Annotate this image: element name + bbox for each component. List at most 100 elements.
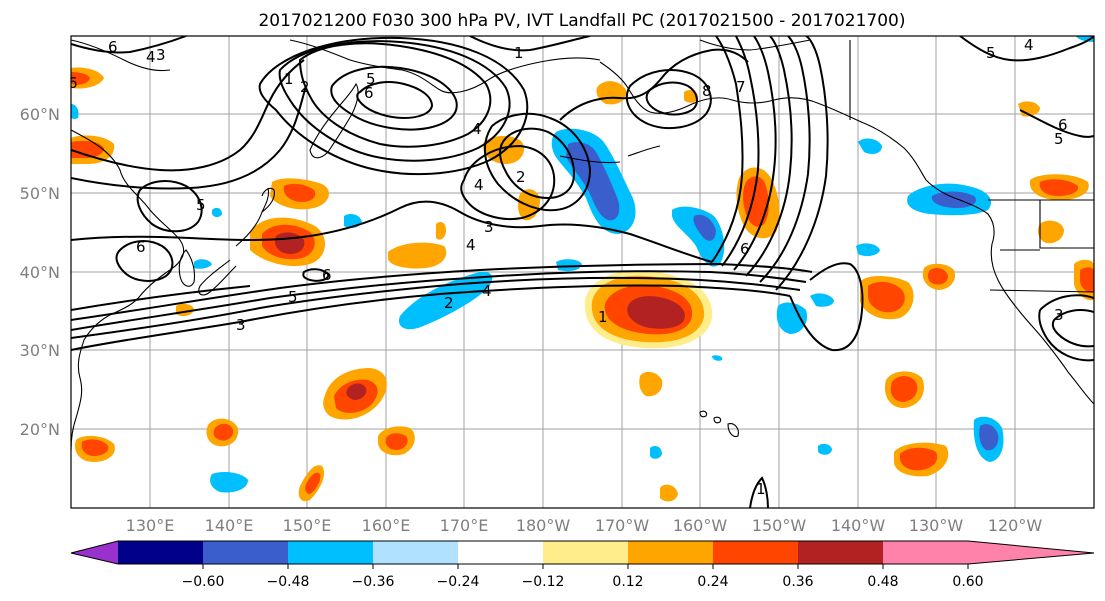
lat-label: 40°N xyxy=(20,263,60,282)
contour-label: 4 xyxy=(474,176,484,194)
contour-label: 6 xyxy=(108,38,118,56)
contour-ne-top-2 xyxy=(1019,109,1094,138)
contour-alaska-low-2 xyxy=(645,81,698,116)
map-frame xyxy=(70,35,1095,509)
contour-ridge-6 xyxy=(775,36,829,291)
colorbar-extend-high xyxy=(968,541,1094,564)
coast-aleutians xyxy=(559,145,661,164)
colorbar-label: 0.36 xyxy=(782,574,813,590)
contour-jet-entry xyxy=(71,285,251,311)
lon-labels: 130°E 140°E 150°E 160°E 170°E 180°W 170°… xyxy=(126,516,1043,535)
contour-label: 8 xyxy=(702,82,712,100)
colorbar-label: 0.48 xyxy=(867,574,898,590)
contour-label: 6 xyxy=(136,238,146,256)
coast-korea xyxy=(178,249,196,287)
contour-label: 5 xyxy=(986,44,996,62)
lon-label: 120°W xyxy=(988,516,1043,535)
contour-ridge-2 xyxy=(721,36,760,267)
contour-label: 4 xyxy=(1024,36,1034,54)
contour-aleut-low xyxy=(483,112,592,212)
contour-label: 5 xyxy=(288,288,298,306)
contour-low-bering-3 xyxy=(258,36,529,176)
contour-label: 4 xyxy=(472,120,482,138)
lon-label: 170°W xyxy=(595,516,650,535)
contour-label: 1 xyxy=(514,44,524,62)
colorbar-segment xyxy=(118,541,203,564)
lat-label: 60°N xyxy=(20,105,60,124)
colorbar-segment xyxy=(628,541,713,564)
contour-aleut-low-2 xyxy=(499,127,576,200)
contour-label: 2 xyxy=(444,294,454,312)
colorbar-segment xyxy=(883,541,968,564)
contour-label: 6 xyxy=(68,74,78,92)
contour-subtropical-3 xyxy=(71,284,791,351)
lon-label: 150°E xyxy=(283,516,332,535)
coastlines xyxy=(71,39,1094,451)
coast-siberia xyxy=(71,39,601,94)
contour-ne-top xyxy=(959,36,1094,62)
contour-low-bering-4 xyxy=(330,65,458,131)
lon-label: 160°W xyxy=(673,516,728,535)
contour-label: 4 xyxy=(146,48,156,66)
colorbar-segment xyxy=(203,541,288,564)
contour-low-bering xyxy=(298,42,492,148)
contour-low-bering-5 xyxy=(356,81,434,120)
contour-label: 4 xyxy=(466,236,476,254)
contour-label: 3 xyxy=(484,218,494,236)
contour-label: 1 xyxy=(598,308,608,326)
contour-nw-top xyxy=(71,36,187,54)
contour-nw-low xyxy=(136,180,203,233)
colorbar-outline xyxy=(70,540,1095,565)
contour-ridge-gulf xyxy=(711,36,744,263)
contour-subtropical-4 xyxy=(71,276,801,339)
colorbar-segment xyxy=(713,541,798,564)
contour-ridge-4 xyxy=(745,36,793,277)
coast-hawaii xyxy=(699,410,739,438)
contour-west-trough xyxy=(71,59,305,172)
contour-label: 3 xyxy=(1054,306,1064,324)
contour-aleut-low-3 xyxy=(460,144,556,220)
colorbar-segment xyxy=(373,541,458,564)
lon-label: 170°E xyxy=(440,516,489,535)
lon-label: 130°W xyxy=(909,516,964,535)
lon-label: 140°W xyxy=(831,516,886,535)
lon-label: 130°E xyxy=(126,516,175,535)
contour-label: 4 xyxy=(482,282,492,300)
colorbar-extend-low xyxy=(71,541,118,564)
colorbar-label: 0.12 xyxy=(612,574,643,590)
lat-label: 20°N xyxy=(20,420,60,439)
contour-label: 1 xyxy=(756,480,766,498)
colorbar-label: −0.12 xyxy=(522,574,565,590)
lat-label: 30°N xyxy=(20,341,60,360)
lon-label: 150°W xyxy=(752,516,807,535)
contour-japan-trough xyxy=(71,200,713,263)
lon-label: 140°E xyxy=(205,516,254,535)
pv-contours xyxy=(71,36,1094,508)
contour-enclosed-ne xyxy=(789,262,864,352)
colorbar-label: −0.60 xyxy=(182,574,225,590)
contour-west-trough-2 xyxy=(71,85,307,190)
contour-label: 6 xyxy=(364,84,374,102)
contour-label: 6 xyxy=(1058,116,1068,134)
contour-label: 1 xyxy=(284,70,294,88)
contour-subtropical-5 xyxy=(71,270,807,331)
colorbar-label: 0.60 xyxy=(952,574,983,590)
contour-labels: 6 4 3 1 2 6 5 1 8 7 4 2 4 3 4 5 6 5 6 6 … xyxy=(68,36,1068,498)
coast-japan xyxy=(198,187,275,296)
contour-label: 7 xyxy=(736,78,746,96)
contour-ridge-3 xyxy=(733,36,777,271)
coast-na-west xyxy=(925,179,1094,405)
contour-ne-low-2 xyxy=(1051,309,1094,348)
contour-label: 5 xyxy=(366,70,376,88)
lat-label: 50°N xyxy=(20,184,60,203)
map-title: 2017021200 F030 300 hPa PV, IVT Landfall… xyxy=(258,11,905,31)
contour-trough-2 xyxy=(559,48,749,121)
colorbar-segment xyxy=(543,541,628,564)
colorbar: −0.60 −0.48 −0.36 −0.24 −0.12 0.12 0.24 … xyxy=(70,540,1095,590)
contour-ne-low xyxy=(1038,294,1094,362)
contour-label: 2 xyxy=(300,78,310,96)
contour-alaska-low xyxy=(625,69,712,130)
contour-label: 5 xyxy=(196,196,206,214)
colorbar-ticks xyxy=(202,564,969,569)
